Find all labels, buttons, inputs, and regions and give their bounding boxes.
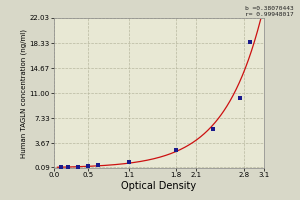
Point (96, 164, 100, 167)
Point (173, 148, 178, 151)
Point (58, 166, 63, 169)
Point (126, 160, 131, 164)
Y-axis label: Human TAGLN concentration (ng/ml): Human TAGLN concentration (ng/ml) (20, 28, 27, 158)
Text: b =0.38070443
r= 0.99948017: b =0.38070443 r= 0.99948017 (245, 6, 294, 17)
Point (238, 96, 243, 99)
X-axis label: Optical Density: Optical Density (122, 181, 196, 191)
Point (211, 128, 216, 131)
Point (248, 40, 253, 44)
Point (75, 165, 80, 168)
Point (85, 164, 90, 168)
Point (65, 166, 70, 169)
